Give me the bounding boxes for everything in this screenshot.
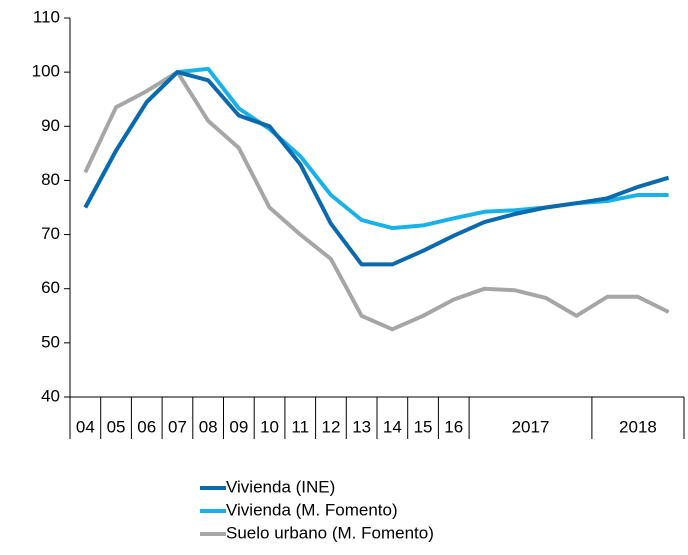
x-tick-label: 10 (260, 417, 279, 436)
x-tick-label: 11 (291, 417, 309, 436)
x-tick-label: 14 (383, 417, 402, 436)
series-line (83, 70, 670, 267)
series-line (83, 70, 670, 332)
y-tick-label: 70 (41, 224, 60, 243)
x-tick-label: 15 (414, 417, 433, 436)
x-tick-label: 06 (137, 417, 156, 436)
x-tick-label: 2017 (512, 417, 550, 436)
y-tick-label: 40 (41, 386, 60, 405)
y-tick-label: 90 (41, 116, 60, 135)
x-tick-label: 04 (76, 417, 95, 436)
y-tick-label: 100 (32, 62, 60, 81)
y-tick-label: 110 (33, 7, 60, 26)
x-tick-label: 05 (107, 417, 126, 436)
x-tick-label: 07 (168, 417, 187, 436)
y-tick-label: 50 (41, 332, 60, 351)
x-tick-label: 09 (229, 417, 248, 436)
y-tick-label: 80 (41, 170, 60, 189)
y-tick-label: 60 (41, 278, 60, 297)
x-tick-label: 12 (321, 417, 340, 436)
x-tick-label: 13 (352, 417, 371, 436)
x-tick-label: 16 (444, 417, 463, 436)
x-tick-label: 2018 (619, 417, 657, 436)
x-tick-label: 08 (199, 417, 218, 436)
legend-label: Vivienda (M. Fomento) (226, 500, 398, 519)
legend-label: Vivienda (INE) (226, 477, 335, 496)
legend-label: Suelo urbano (M. Fomento) (226, 523, 434, 542)
